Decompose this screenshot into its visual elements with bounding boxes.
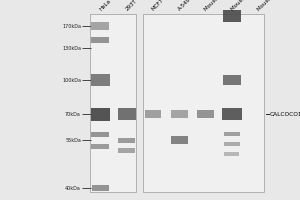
Text: Mouse lung: Mouse lung [203, 0, 229, 12]
Bar [92, 144, 110, 148]
Bar [92, 132, 110, 136]
Text: 55kDa: 55kDa [65, 138, 81, 142]
Text: MCF7: MCF7 [151, 0, 165, 12]
Bar [223, 75, 241, 85]
Bar [118, 138, 135, 142]
Bar [224, 152, 239, 156]
Text: 170kDa: 170kDa [62, 23, 81, 28]
Bar [224, 142, 240, 146]
Bar [90, 14, 136, 192]
Bar [143, 14, 264, 192]
Bar [92, 185, 109, 191]
Bar [91, 74, 110, 86]
Text: CALCOCO1: CALCOCO1 [270, 112, 300, 116]
Text: Mouse heart: Mouse heart [230, 0, 257, 12]
Bar [92, 22, 110, 30]
Bar [118, 147, 135, 152]
Text: 130kDa: 130kDa [62, 46, 81, 50]
Text: 293T: 293T [125, 0, 138, 12]
Bar [145, 110, 161, 118]
Bar [92, 37, 110, 43]
Bar [223, 10, 241, 22]
Text: 100kDa: 100kDa [62, 77, 81, 82]
Text: 70kDa: 70kDa [65, 112, 81, 116]
Text: HeLa: HeLa [98, 0, 112, 12]
Bar [197, 110, 214, 118]
Text: Mouse thymus: Mouse thymus [256, 0, 288, 12]
Bar [224, 132, 240, 136]
Bar [91, 108, 110, 120]
Bar [171, 136, 188, 144]
Bar [222, 108, 242, 120]
Bar [171, 110, 188, 118]
Text: 40kDa: 40kDa [65, 186, 81, 190]
Bar [118, 108, 136, 120]
Text: A-549: A-549 [177, 0, 192, 12]
